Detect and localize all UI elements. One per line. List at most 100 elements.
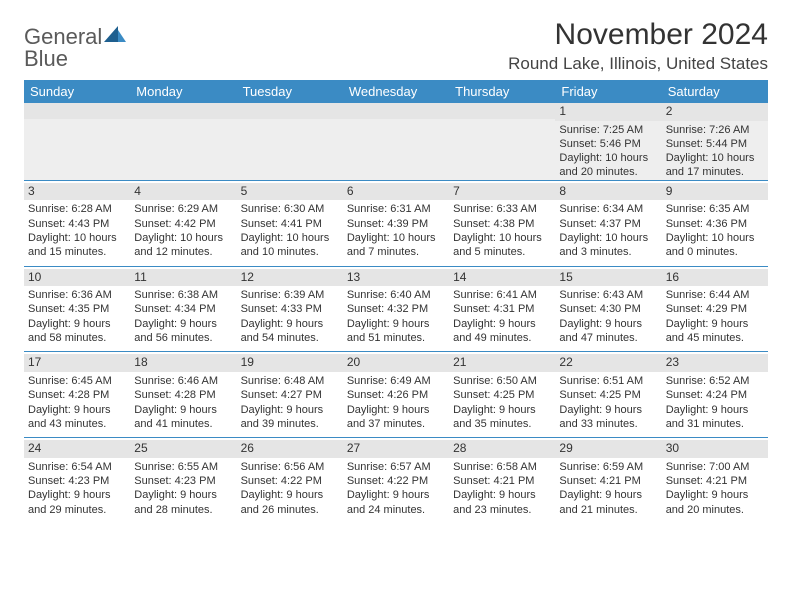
cell-line-dl2: and 47 minutes. (559, 331, 657, 345)
cell-line-dl2: and 54 minutes. (241, 331, 339, 345)
day-cell: 16Sunrise: 6:44 AMSunset: 4:29 PMDayligh… (662, 266, 768, 352)
cell-line-ss: Sunset: 4:25 PM (453, 388, 551, 402)
cell-line-sr: Sunrise: 6:44 AM (666, 288, 764, 302)
cell-line-dl1: Daylight: 9 hours (347, 403, 445, 417)
day-number: 20 (343, 354, 449, 372)
day-cell (24, 103, 130, 180)
cell-line-sr: Sunrise: 6:33 AM (453, 202, 551, 216)
cell-line-ss: Sunset: 4:29 PM (666, 302, 764, 316)
cell-line-dl1: Daylight: 9 hours (134, 317, 232, 331)
cell-line-ss: Sunset: 4:34 PM (134, 302, 232, 316)
cell-line-dl1: Daylight: 9 hours (241, 317, 339, 331)
week-row: 17Sunrise: 6:45 AMSunset: 4:28 PMDayligh… (24, 352, 768, 438)
cell-line-dl1: Daylight: 10 hours (28, 231, 126, 245)
day-number: 5 (237, 183, 343, 201)
day-number: 23 (662, 354, 768, 372)
cell-line-dl1: Daylight: 9 hours (347, 488, 445, 502)
cell-line-sr: Sunrise: 7:00 AM (666, 460, 764, 474)
cell-line-ss: Sunset: 4:35 PM (28, 302, 126, 316)
title-block: November 2024 Round Lake, Illinois, Unit… (508, 18, 768, 74)
cell-line-sr: Sunrise: 6:50 AM (453, 374, 551, 388)
cell-line-dl2: and 20 minutes. (666, 503, 764, 517)
day-header: Saturday (662, 80, 768, 103)
cell-line-dl2: and 29 minutes. (28, 503, 126, 517)
cell-line-dl1: Daylight: 9 hours (559, 317, 657, 331)
day-cell: 30Sunrise: 7:00 AMSunset: 4:21 PMDayligh… (662, 438, 768, 523)
cell-line-dl1: Daylight: 9 hours (559, 403, 657, 417)
day-number: 12 (237, 269, 343, 287)
cell-line-ss: Sunset: 4:25 PM (559, 388, 657, 402)
day-number: 2 (662, 103, 768, 121)
cell-line-ss: Sunset: 4:42 PM (134, 217, 232, 231)
day-cell: 17Sunrise: 6:45 AMSunset: 4:28 PMDayligh… (24, 352, 130, 438)
cell-line-dl1: Daylight: 9 hours (347, 317, 445, 331)
cell-line-sr: Sunrise: 6:52 AM (666, 374, 764, 388)
cell-line-ss: Sunset: 4:21 PM (559, 474, 657, 488)
cell-line-sr: Sunrise: 7:26 AM (666, 123, 764, 137)
cell-line-dl2: and 31 minutes. (666, 417, 764, 431)
cell-line-ss: Sunset: 4:21 PM (666, 474, 764, 488)
day-number: 22 (555, 354, 661, 372)
day-cell: 18Sunrise: 6:46 AMSunset: 4:28 PMDayligh… (130, 352, 236, 438)
cell-line-sr: Sunrise: 6:49 AM (347, 374, 445, 388)
cell-line-ss: Sunset: 4:33 PM (241, 302, 339, 316)
day-number: 1 (555, 103, 661, 121)
cell-line-dl1: Daylight: 9 hours (241, 488, 339, 502)
cell-line-dl2: and 15 minutes. (28, 245, 126, 259)
cell-line-dl1: Daylight: 10 hours (347, 231, 445, 245)
cell-line-dl1: Daylight: 9 hours (453, 488, 551, 502)
cell-line-dl2: and 33 minutes. (559, 417, 657, 431)
day-cell: 23Sunrise: 6:52 AMSunset: 4:24 PMDayligh… (662, 352, 768, 438)
empty-gray-strip (343, 103, 449, 119)
day-number: 26 (237, 440, 343, 458)
day-cell: 8Sunrise: 6:34 AMSunset: 4:37 PMDaylight… (555, 180, 661, 266)
day-cell: 10Sunrise: 6:36 AMSunset: 4:35 PMDayligh… (24, 266, 130, 352)
day-number: 14 (449, 269, 555, 287)
day-cell: 20Sunrise: 6:49 AMSunset: 4:26 PMDayligh… (343, 352, 449, 438)
week-row: 3Sunrise: 6:28 AMSunset: 4:43 PMDaylight… (24, 180, 768, 266)
cell-line-dl1: Daylight: 10 hours (241, 231, 339, 245)
cell-line-dl1: Daylight: 9 hours (241, 403, 339, 417)
day-number: 3 (24, 183, 130, 201)
calendar-table: SundayMondayTuesdayWednesdayThursdayFrid… (24, 80, 768, 523)
cell-line-dl2: and 10 minutes. (241, 245, 339, 259)
day-number: 11 (130, 269, 236, 287)
day-header-row: SundayMondayTuesdayWednesdayThursdayFrid… (24, 80, 768, 103)
logo-line2: Blue (24, 48, 126, 70)
cell-line-ss: Sunset: 4:32 PM (347, 302, 445, 316)
cell-line-sr: Sunrise: 6:36 AM (28, 288, 126, 302)
cell-line-sr: Sunrise: 6:30 AM (241, 202, 339, 216)
cell-line-dl2: and 56 minutes. (134, 331, 232, 345)
cell-line-dl1: Daylight: 10 hours (559, 151, 657, 165)
day-number: 30 (662, 440, 768, 458)
cell-line-sr: Sunrise: 6:34 AM (559, 202, 657, 216)
day-number: 4 (130, 183, 236, 201)
day-cell: 1Sunrise: 7:25 AMSunset: 5:46 PMDaylight… (555, 103, 661, 180)
day-cell: 25Sunrise: 6:55 AMSunset: 4:23 PMDayligh… (130, 438, 236, 523)
day-cell: 2Sunrise: 7:26 AMSunset: 5:44 PMDaylight… (662, 103, 768, 180)
cell-line-ss: Sunset: 4:41 PM (241, 217, 339, 231)
cell-line-ss: Sunset: 4:39 PM (347, 217, 445, 231)
calendar-body: 1Sunrise: 7:25 AMSunset: 5:46 PMDaylight… (24, 103, 768, 523)
cell-line-dl1: Daylight: 9 hours (134, 403, 232, 417)
cell-line-dl2: and 49 minutes. (453, 331, 551, 345)
cell-line-dl2: and 58 minutes. (28, 331, 126, 345)
day-number: 6 (343, 183, 449, 201)
week-row: 10Sunrise: 6:36 AMSunset: 4:35 PMDayligh… (24, 266, 768, 352)
cell-line-dl2: and 39 minutes. (241, 417, 339, 431)
cell-line-sr: Sunrise: 6:54 AM (28, 460, 126, 474)
day-number: 28 (449, 440, 555, 458)
day-cell (130, 103, 236, 180)
day-cell: 7Sunrise: 6:33 AMSunset: 4:38 PMDaylight… (449, 180, 555, 266)
cell-line-dl1: Daylight: 9 hours (28, 317, 126, 331)
day-number: 16 (662, 269, 768, 287)
cell-line-sr: Sunrise: 7:25 AM (559, 123, 657, 137)
day-cell: 3Sunrise: 6:28 AMSunset: 4:43 PMDaylight… (24, 180, 130, 266)
day-cell: 5Sunrise: 6:30 AMSunset: 4:41 PMDaylight… (237, 180, 343, 266)
cell-line-ss: Sunset: 4:23 PM (28, 474, 126, 488)
day-number: 21 (449, 354, 555, 372)
cell-line-ss: Sunset: 4:21 PM (453, 474, 551, 488)
cell-line-ss: Sunset: 4:22 PM (347, 474, 445, 488)
day-cell (237, 103, 343, 180)
day-cell (449, 103, 555, 180)
